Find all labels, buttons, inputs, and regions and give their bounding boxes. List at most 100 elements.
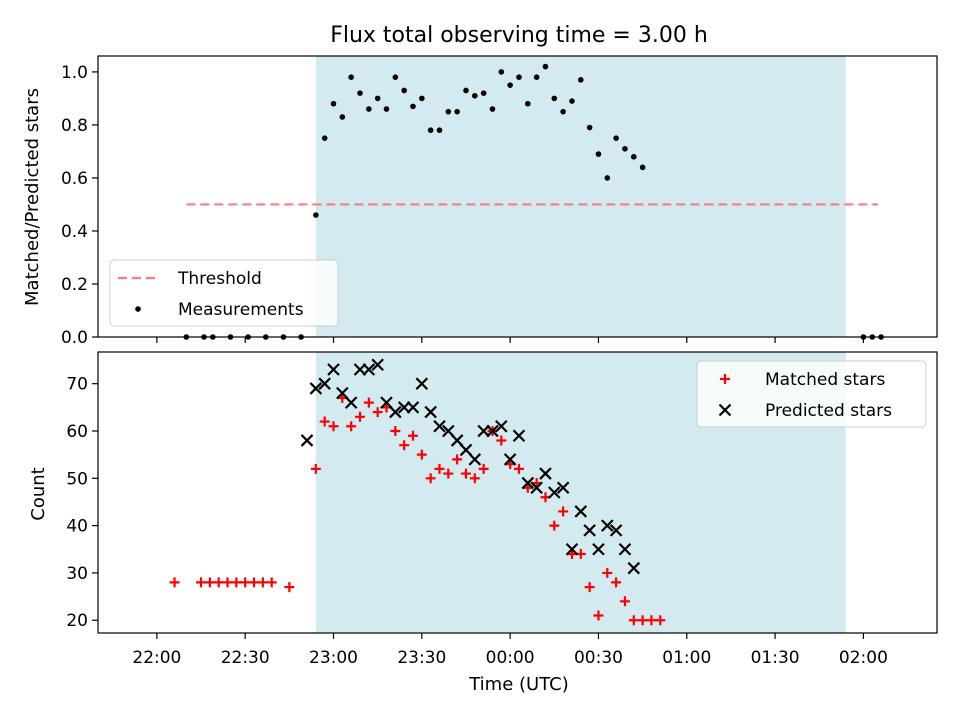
data-point xyxy=(383,106,390,112)
data-point xyxy=(348,74,354,81)
bottom-series-predicted-stars xyxy=(300,358,641,575)
data-point xyxy=(339,114,346,120)
data-point xyxy=(300,434,314,447)
data-point xyxy=(533,74,540,81)
data-point xyxy=(330,100,337,107)
x-tick-label: 01:00 xyxy=(662,648,711,668)
data-point xyxy=(586,124,593,131)
data-point xyxy=(313,212,319,218)
data-point xyxy=(539,467,552,480)
data-point xyxy=(406,401,420,414)
y-tick-label: 60 xyxy=(66,422,88,442)
data-point xyxy=(374,95,381,102)
data-point xyxy=(551,95,558,102)
data-point xyxy=(468,453,482,466)
data-point xyxy=(613,135,619,141)
y-tick-label: 0.4 xyxy=(61,222,88,242)
data-point xyxy=(627,561,641,575)
data-point xyxy=(454,108,460,115)
data-point xyxy=(392,74,399,81)
legend-predicted-swatch xyxy=(718,403,732,417)
data-point xyxy=(595,151,602,157)
data-point xyxy=(646,615,657,626)
top-legend: Threshold Measurements xyxy=(109,259,339,327)
data-point xyxy=(611,577,622,588)
data-point xyxy=(619,596,630,607)
data-point xyxy=(443,468,454,479)
data-point xyxy=(460,468,471,479)
data-point xyxy=(425,473,436,484)
data-point xyxy=(469,473,480,484)
data-point xyxy=(583,524,596,537)
legend-label: Matched stars xyxy=(765,370,885,390)
y-tick-label: 0.6 xyxy=(61,169,88,189)
data-point xyxy=(584,582,595,593)
x-tick-label: 00:30 xyxy=(574,648,623,668)
data-point xyxy=(204,577,215,588)
data-point xyxy=(569,98,575,104)
data-point xyxy=(371,358,384,372)
data-point xyxy=(372,407,383,418)
legend-matched-swatch xyxy=(720,374,730,384)
data-point xyxy=(463,87,469,94)
data-point xyxy=(542,63,549,70)
y-tick-label: 30 xyxy=(66,564,88,584)
data-point xyxy=(507,82,513,88)
data-point xyxy=(321,135,328,141)
data-point xyxy=(513,463,524,474)
data-point xyxy=(427,127,434,134)
data-point xyxy=(628,615,639,626)
data-point xyxy=(637,615,648,626)
data-point xyxy=(577,77,584,83)
top-observing-window xyxy=(315,56,846,337)
data-point xyxy=(433,419,446,433)
data-point xyxy=(363,397,374,408)
top-axes-frame xyxy=(97,55,938,338)
data-point xyxy=(357,90,363,96)
data-point xyxy=(231,577,242,588)
y-tick-label: 0.0 xyxy=(61,328,88,348)
data-point xyxy=(445,108,452,115)
y-tick-label: 70 xyxy=(66,375,88,395)
data-point xyxy=(419,95,425,102)
data-point xyxy=(327,363,340,376)
top-panel: 0.0 0.2 0.4 0.6 0.8 1.0 Threshold Measurements xyxy=(61,55,938,348)
data-point xyxy=(240,577,251,588)
data-point xyxy=(604,175,611,181)
x-axis-label: Time (UTC) xyxy=(468,674,569,695)
data-point xyxy=(284,582,295,593)
data-point xyxy=(602,567,613,578)
data-point xyxy=(310,463,321,474)
data-point xyxy=(489,106,496,112)
data-point xyxy=(521,476,535,490)
data-point xyxy=(498,69,505,75)
data-point xyxy=(319,416,330,427)
x-tick-label: 22:30 xyxy=(221,648,270,668)
y-tick-label: 50 xyxy=(66,469,88,489)
data-point xyxy=(556,481,570,495)
bottom-panel: 20 30 40 50 60 70 22:00 22:30 23:00 23:30 00:00 00:… xyxy=(66,351,938,668)
data-point xyxy=(452,454,463,465)
legend-label: Threshold xyxy=(177,269,262,289)
data-point xyxy=(318,377,331,390)
data-point xyxy=(593,610,604,621)
data-point xyxy=(516,74,522,81)
data-point xyxy=(639,164,646,171)
data-point xyxy=(480,90,487,96)
data-point xyxy=(213,577,224,588)
data-point xyxy=(328,421,339,432)
data-point xyxy=(478,463,489,474)
x-tick-label: 22:00 xyxy=(132,648,181,668)
x-tick-label: 00:00 xyxy=(486,648,535,668)
data-point xyxy=(618,542,632,556)
data-point xyxy=(249,577,260,588)
data-point xyxy=(565,542,579,556)
data-point xyxy=(655,615,666,626)
data-point xyxy=(399,440,410,451)
data-point xyxy=(530,481,543,495)
data-point xyxy=(609,524,623,537)
data-point xyxy=(407,430,418,441)
data-point xyxy=(525,100,531,107)
data-point xyxy=(424,405,437,419)
